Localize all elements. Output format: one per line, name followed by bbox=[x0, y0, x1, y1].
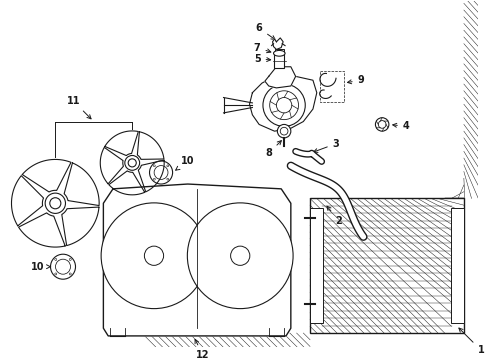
Bar bbox=[274, 54, 284, 68]
Bar bbox=[451, 208, 464, 323]
Text: 7: 7 bbox=[254, 42, 271, 53]
Text: 6: 6 bbox=[256, 23, 275, 40]
Text: 1: 1 bbox=[459, 328, 485, 355]
Circle shape bbox=[231, 246, 250, 265]
Polygon shape bbox=[272, 38, 283, 49]
Text: 4: 4 bbox=[392, 121, 410, 131]
Polygon shape bbox=[249, 76, 317, 131]
Text: 10: 10 bbox=[31, 262, 50, 272]
Text: 10: 10 bbox=[175, 156, 195, 170]
Bar bbox=[275, 49, 284, 54]
Circle shape bbox=[101, 203, 207, 309]
Text: 8: 8 bbox=[265, 141, 281, 158]
Circle shape bbox=[145, 246, 164, 265]
Text: 2: 2 bbox=[327, 206, 343, 226]
Circle shape bbox=[263, 84, 305, 126]
Circle shape bbox=[277, 125, 291, 138]
Circle shape bbox=[187, 203, 293, 309]
Bar bbox=[310, 208, 322, 323]
Text: 12: 12 bbox=[195, 339, 210, 360]
Text: 9: 9 bbox=[347, 75, 365, 85]
Text: 3: 3 bbox=[314, 139, 340, 152]
Polygon shape bbox=[265, 67, 295, 88]
Ellipse shape bbox=[273, 50, 285, 56]
Polygon shape bbox=[103, 184, 291, 336]
Bar bbox=[310, 198, 464, 333]
Text: 11: 11 bbox=[67, 96, 91, 119]
Circle shape bbox=[375, 118, 389, 131]
Text: 5: 5 bbox=[254, 54, 270, 64]
